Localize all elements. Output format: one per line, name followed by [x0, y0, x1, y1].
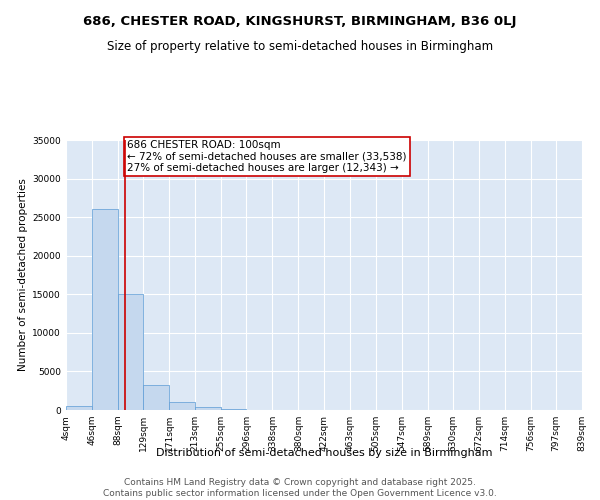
Bar — [92, 210, 118, 410]
Text: 686, CHESTER ROAD, KINGSHURST, BIRMINGHAM, B36 0LJ: 686, CHESTER ROAD, KINGSHURST, BIRMINGHA… — [83, 15, 517, 28]
Bar — [143, 386, 169, 410]
Y-axis label: Number of semi-detached properties: Number of semi-detached properties — [18, 178, 28, 372]
Text: Size of property relative to semi-detached houses in Birmingham: Size of property relative to semi-detach… — [107, 40, 493, 53]
Text: Contains HM Land Registry data © Crown copyright and database right 2025.
Contai: Contains HM Land Registry data © Crown c… — [103, 478, 497, 498]
Bar — [221, 409, 247, 410]
Bar — [118, 294, 143, 410]
Bar — [169, 402, 195, 410]
Bar — [66, 406, 92, 410]
Bar — [195, 406, 221, 410]
Text: 686 CHESTER ROAD: 100sqm
← 72% of semi-detached houses are smaller (33,538)
27% : 686 CHESTER ROAD: 100sqm ← 72% of semi-d… — [127, 140, 407, 173]
Text: Distribution of semi-detached houses by size in Birmingham: Distribution of semi-detached houses by … — [156, 448, 492, 458]
